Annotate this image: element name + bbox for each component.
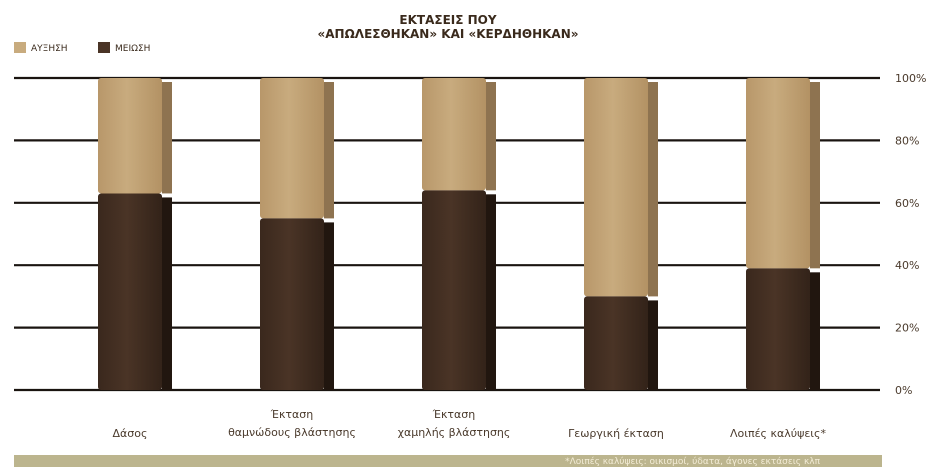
bar-decrease (260, 218, 324, 390)
bar-group (260, 78, 334, 390)
bar-group (422, 78, 496, 390)
bar-side-decrease (486, 194, 496, 390)
footer-band (14, 455, 882, 467)
legend: ΑΥΞΗΣΗ ΜΕΙΩΣΗ (14, 42, 150, 54)
bars (98, 78, 820, 390)
bar-increase (746, 78, 810, 269)
x-category-label: Έκταση (270, 408, 314, 421)
x-category-label: Γεωργική έκταση (568, 427, 664, 440)
y-tick-label: 60% (895, 197, 919, 210)
footer: *Λοιπές καλύψεις: οικισμοί, ύδατα, άγονε… (14, 455, 882, 467)
legend-swatch (98, 42, 110, 53)
bar-side-decrease (648, 300, 658, 390)
x-category-label: θαμνώδους βλάστησης (228, 426, 356, 439)
bar-side-increase (162, 82, 172, 194)
bar-side-increase (486, 82, 496, 191)
x-category-label: Λοιπές καλύψεις* (730, 427, 826, 440)
bar-increase (260, 78, 324, 219)
legend-swatch (14, 42, 26, 53)
bar-decrease (584, 296, 648, 390)
bar-side-decrease (324, 222, 334, 390)
bar-side-increase (648, 82, 658, 297)
bar-group (746, 78, 820, 390)
bar-increase (422, 78, 486, 191)
x-axis-categories: Δάσος Έκταση θαμνώδους βλάστησης Έκταση χαμη… (113, 408, 827, 440)
y-tick-label: 20% (895, 322, 919, 335)
legend-label: ΜΕΙΩΣΗ (115, 44, 150, 54)
bar-side-decrease (810, 272, 820, 390)
y-tick-label: 40% (895, 259, 919, 272)
bar-side-increase (324, 82, 334, 219)
x-category-label: Δάσος (113, 427, 148, 440)
bar-decrease (98, 193, 162, 390)
y-tick-label: 80% (895, 134, 919, 147)
bar-group (98, 78, 172, 390)
chart-title-line: ΕΚΤΑΣΕΙΣ ΠΟΥ (399, 13, 496, 27)
chart-title: ΕΚΤΑΣΕΙΣ ΠΟΥ«ΑΠΩΛΕΣΘΗΚΑΝ» ΚΑΙ «ΚΕΡΔΗΘΗΚΑ… (318, 13, 579, 41)
bar-increase (584, 78, 648, 297)
bar-decrease (422, 190, 486, 390)
y-tick-label: 100% (895, 72, 926, 85)
bar-decrease (746, 268, 810, 390)
y-tick-label: 0% (895, 384, 912, 397)
bar-group (584, 78, 658, 390)
x-category-label: Έκταση (432, 408, 476, 421)
legend-label: ΑΥΞΗΣΗ (31, 44, 68, 54)
bar-increase (98, 78, 162, 194)
x-category-label: χαμηλής βλάστησης (398, 426, 511, 439)
chart-title-line: «ΑΠΩΛΕΣΘΗΚΑΝ» ΚΑΙ «ΚΕΡΔΗΘΗΚΑΝ» (318, 27, 579, 41)
bar-side-decrease (162, 197, 172, 390)
y-axis-ticks: 0% 20% 40% 60% 80% 100% (895, 72, 926, 397)
footnote: *Λοιπές καλύψεις: οικισμοί, ύδατα, άγονε… (565, 456, 820, 467)
bar-side-increase (810, 82, 820, 269)
